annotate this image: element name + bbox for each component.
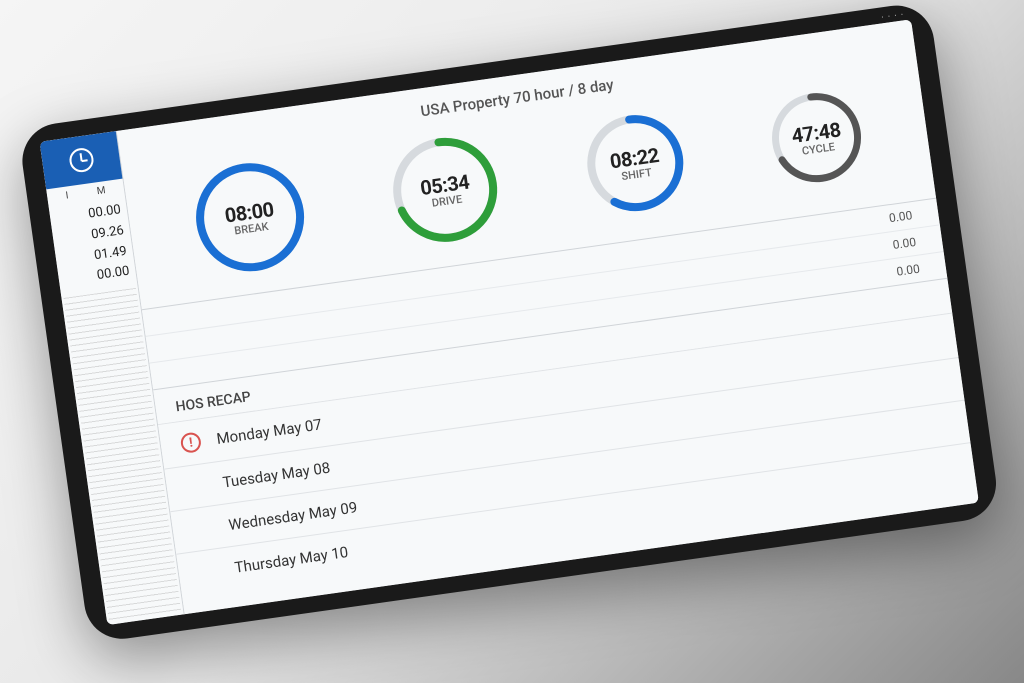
gauge-shift[interactable]: 08:22SHIFT	[576, 104, 693, 221]
recap-day-label: Monday May 07	[215, 415, 323, 448]
summary-value: 0.00	[888, 208, 913, 225]
recap-day-label: Thursday May 10	[233, 542, 349, 576]
main-panel: USA Property 70 hour / 8 day 08:00BREAK0…	[117, 19, 979, 614]
sidebar-col-0: I	[65, 190, 69, 201]
summary-value: 0.00	[892, 234, 917, 251]
clock-icon	[67, 146, 94, 173]
app-screen: I M 00.00 09.26 01.49 00.00 USA Property…	[40, 19, 979, 625]
sidebar-col-1: M	[96, 185, 106, 197]
recap-day-label: Wednesday May 09	[227, 498, 358, 534]
phone-frame: · · · · I M 00.00 09.26 01.49 00.00 USA …	[18, 0, 1001, 643]
recap-day-label: Tuesday May 08	[222, 458, 332, 491]
alert-spacer	[199, 570, 219, 573]
alert-spacer	[193, 527, 213, 530]
alert-spacer	[187, 484, 207, 487]
gauge-cycle[interactable]: 47:48CYCLE	[763, 83, 871, 191]
gauge-break[interactable]: 08:00BREAK	[184, 151, 315, 282]
alert-icon: !	[180, 431, 203, 454]
summary-value: 0.00	[896, 261, 921, 278]
sidebar-values: 00.00 09.26 01.49 00.00	[48, 193, 137, 292]
gauge-drive[interactable]: 05:34DRIVE	[382, 126, 508, 252]
